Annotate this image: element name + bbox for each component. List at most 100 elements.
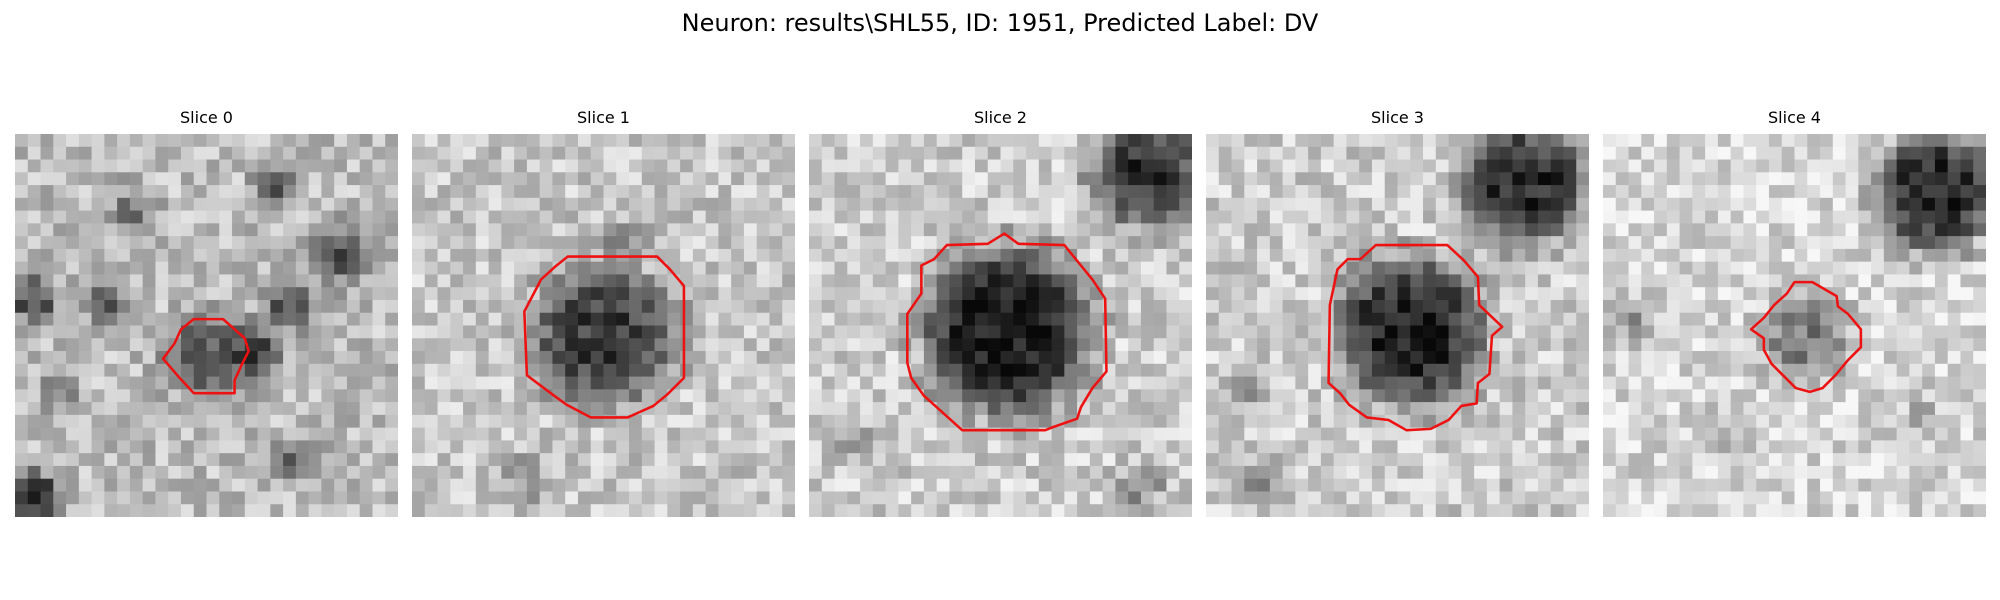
pixel — [769, 172, 783, 186]
pixel — [1359, 146, 1373, 161]
pixel — [1512, 197, 1526, 212]
pixel — [1615, 159, 1630, 173]
pixel — [1525, 172, 1539, 186]
pixel — [949, 351, 963, 365]
pixel — [1461, 491, 1475, 505]
pixel — [1717, 363, 1732, 378]
pixel — [1486, 338, 1501, 352]
pixel — [769, 402, 783, 416]
pixel — [705, 504, 719, 517]
pixel — [809, 363, 823, 378]
pixel — [1244, 453, 1258, 467]
pixel — [180, 197, 195, 212]
pixel — [1537, 376, 1552, 390]
pixel — [1269, 185, 1284, 199]
pixel — [1371, 274, 1386, 288]
pixel — [692, 376, 707, 390]
pixel — [1934, 325, 1949, 339]
pixel — [1717, 146, 1732, 161]
pixel — [834, 172, 848, 186]
pixel — [898, 453, 912, 467]
pixel — [1115, 376, 1129, 390]
pixel — [321, 197, 335, 212]
pixel — [1153, 351, 1167, 365]
pixel — [603, 274, 617, 288]
pixel — [1166, 453, 1180, 467]
pixel — [1896, 159, 1910, 173]
pixel — [1026, 414, 1040, 429]
pixel — [565, 351, 579, 365]
pixel — [1371, 261, 1386, 275]
pixel — [1768, 210, 1783, 224]
pixel — [232, 172, 246, 186]
pixel — [359, 236, 373, 250]
pixel — [1705, 427, 1719, 441]
pixel — [949, 440, 963, 454]
pixel — [1474, 287, 1488, 301]
pixel — [603, 261, 617, 275]
pixel — [1295, 376, 1309, 390]
pixel — [1717, 172, 1732, 186]
pixel — [1128, 210, 1142, 224]
pixel — [911, 210, 925, 224]
pixel — [1064, 146, 1078, 161]
pixel — [1563, 172, 1577, 186]
pixel — [168, 236, 182, 250]
pixel — [321, 351, 335, 365]
pixel — [1257, 210, 1271, 224]
pixel — [1128, 134, 1142, 148]
pixel — [987, 312, 1002, 327]
pixel — [565, 427, 579, 441]
pixel — [949, 312, 963, 327]
pixel — [1333, 312, 1347, 327]
pixel — [616, 453, 630, 467]
pixel — [1960, 287, 1974, 301]
pixel — [1333, 363, 1347, 378]
pixel — [974, 261, 989, 275]
pixel — [1768, 491, 1783, 505]
pixel — [692, 414, 707, 429]
pixel — [501, 248, 515, 263]
pixel — [1166, 478, 1180, 492]
pixel — [1807, 146, 1821, 161]
pixel — [847, 338, 861, 352]
pixel — [1973, 172, 1986, 186]
pixel — [1231, 274, 1245, 288]
pixel — [1807, 376, 1821, 390]
pixel — [1089, 453, 1104, 467]
pixel — [129, 185, 144, 199]
pixel — [1922, 491, 1936, 505]
pixel — [1423, 236, 1437, 250]
pixel — [1550, 363, 1564, 378]
pixel — [295, 287, 310, 301]
pixel — [488, 159, 502, 173]
pixel — [27, 427, 42, 441]
pixel — [206, 287, 220, 301]
pixel — [1000, 440, 1014, 454]
pixel — [1615, 478, 1630, 492]
pixel — [834, 159, 848, 173]
pixel — [180, 440, 195, 454]
pixel — [641, 427, 656, 441]
pixel — [66, 440, 80, 454]
pixel — [91, 146, 105, 161]
pixel — [616, 402, 630, 416]
pixel — [1628, 236, 1642, 250]
pixel — [987, 478, 1002, 492]
pixel — [1486, 376, 1501, 390]
pixel — [27, 402, 42, 416]
pixel — [1820, 248, 1834, 263]
pixel — [1973, 312, 1986, 327]
pixel — [1064, 338, 1078, 352]
pixel — [334, 236, 348, 250]
pixel — [219, 351, 233, 365]
pixel — [1397, 453, 1411, 467]
pixel — [412, 261, 426, 275]
pixel — [1896, 427, 1910, 441]
pixel — [385, 440, 398, 454]
pixel — [692, 389, 707, 403]
pixel — [756, 261, 770, 275]
pixel — [1563, 440, 1577, 454]
pixel — [860, 197, 874, 212]
pixel — [962, 389, 976, 403]
